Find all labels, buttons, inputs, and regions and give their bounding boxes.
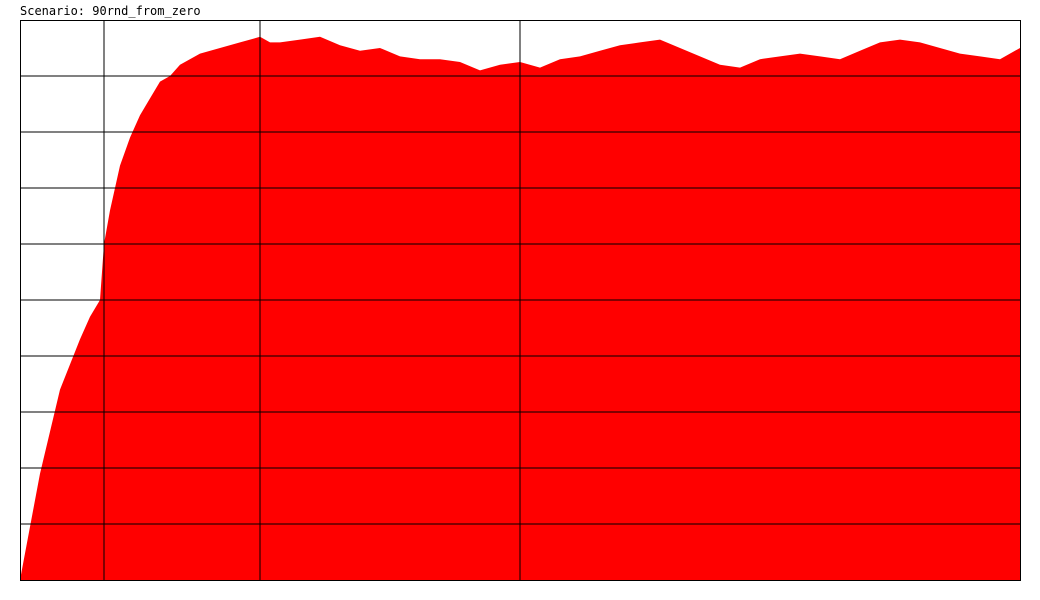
chart-title: Scenario: 90rnd_from_zero xyxy=(20,4,201,18)
plot-border xyxy=(20,20,1021,581)
